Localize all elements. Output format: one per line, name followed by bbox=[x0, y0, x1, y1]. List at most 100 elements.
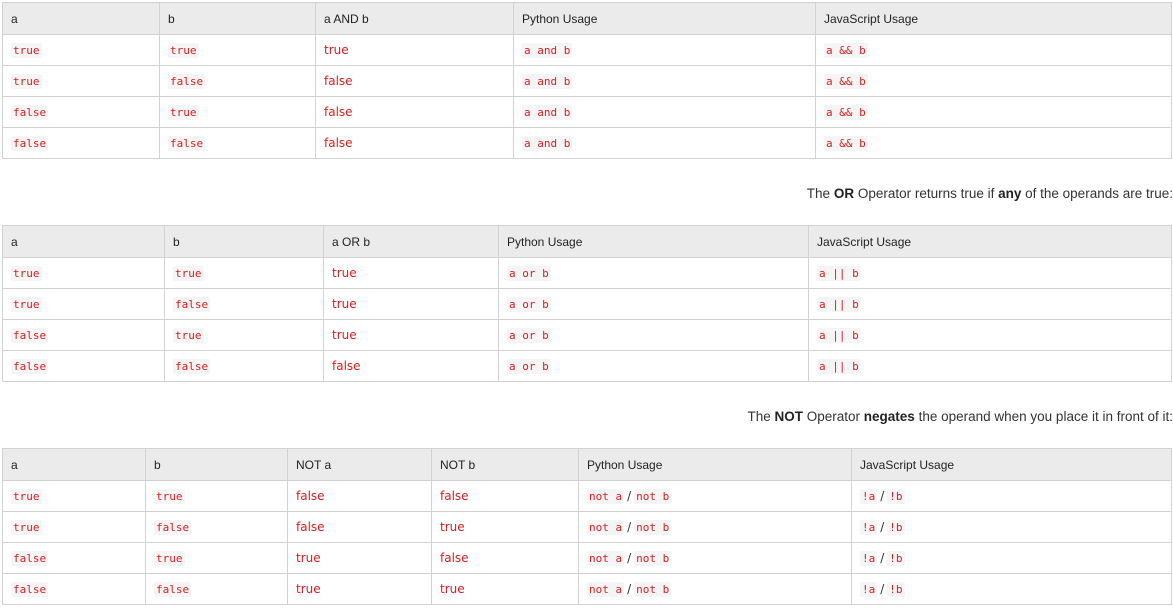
python-usage-a: not a bbox=[587, 520, 625, 535]
separator: / bbox=[880, 489, 885, 503]
column-header: JavaScript Usage bbox=[808, 225, 1172, 258]
table-header-row: a b a OR b Python Usage JavaScript Usage bbox=[2, 225, 1172, 258]
table-row: false true false a and b a && b bbox=[2, 96, 1172, 128]
value-b: true bbox=[173, 328, 204, 343]
not-b-value: false bbox=[440, 551, 469, 565]
javascript-usage: a || b bbox=[817, 328, 861, 343]
python-usage-b: not b bbox=[634, 582, 672, 597]
table-row: true true true a or b a || b bbox=[2, 257, 1172, 289]
result-value: true bbox=[324, 43, 349, 57]
javascript-usage: a && b bbox=[824, 43, 868, 58]
python-usage: a or b bbox=[507, 328, 551, 343]
or-truth-table: a b a OR b Python Usage JavaScript Usage… bbox=[2, 225, 1172, 382]
python-usage: a or b bbox=[507, 297, 551, 312]
value-a: false bbox=[11, 359, 49, 374]
separator: / bbox=[880, 520, 885, 534]
value-a: true bbox=[11, 43, 42, 58]
javascript-usage-a: !a bbox=[860, 551, 878, 566]
column-header: Python Usage bbox=[513, 2, 816, 35]
emphasis-text: negates bbox=[863, 409, 915, 424]
javascript-usage-a: !a bbox=[860, 582, 878, 597]
column-header: Python Usage bbox=[578, 448, 852, 481]
table-row: true false false a and b a && b bbox=[2, 65, 1172, 97]
result-value: false bbox=[324, 136, 353, 150]
table-row: false false false a or b a || b bbox=[2, 350, 1172, 382]
python-usage-b: not b bbox=[634, 520, 672, 535]
result-value: false bbox=[324, 74, 353, 88]
python-usage: a and b bbox=[522, 74, 573, 89]
column-header: b bbox=[164, 225, 324, 258]
python-usage-b: not b bbox=[634, 489, 672, 504]
value-b: true bbox=[173, 266, 204, 281]
column-header: Python Usage bbox=[498, 225, 809, 258]
separator: / bbox=[627, 551, 632, 565]
value-b: false bbox=[168, 74, 206, 89]
javascript-usage-b: !b bbox=[887, 551, 905, 566]
table-row: true false false true not a / not b !a / !b bbox=[2, 511, 1172, 543]
not-a-value: true bbox=[296, 582, 321, 596]
javascript-usage-b: !b bbox=[887, 489, 905, 504]
value-b: true bbox=[168, 43, 199, 58]
value-a: true bbox=[11, 520, 42, 535]
not-a-value: false bbox=[296, 489, 325, 503]
value-a: true bbox=[11, 489, 42, 504]
result-value: false bbox=[332, 359, 361, 373]
python-usage: a and b bbox=[522, 43, 573, 58]
javascript-usage: a || b bbox=[817, 359, 861, 374]
value-b: false bbox=[154, 520, 192, 535]
column-header: b bbox=[145, 448, 288, 481]
result-value: true bbox=[332, 328, 357, 342]
value-b: true bbox=[154, 551, 185, 566]
python-usage: a and b bbox=[522, 136, 573, 151]
value-a: false bbox=[11, 105, 49, 120]
separator: / bbox=[627, 520, 632, 534]
python-usage: a or b bbox=[507, 266, 551, 281]
not-b-value: true bbox=[440, 582, 465, 596]
table-header-row: a b a AND b Python Usage JavaScript Usag… bbox=[2, 2, 1172, 35]
column-header: a bbox=[2, 225, 165, 258]
and-truth-table: a b a AND b Python Usage JavaScript Usag… bbox=[2, 2, 1172, 159]
not-b-value: false bbox=[440, 489, 469, 503]
operator-name: OR bbox=[833, 186, 855, 201]
table-row: false true true a or b a || b bbox=[2, 319, 1172, 351]
not-b-value: true bbox=[440, 520, 465, 534]
table-row: false false true true not a / not b !a / !b bbox=[2, 573, 1172, 605]
python-usage-a: not a bbox=[587, 551, 625, 566]
javascript-usage: a || b bbox=[817, 266, 861, 281]
column-header: JavaScript Usage bbox=[815, 2, 1172, 35]
value-a: false bbox=[11, 328, 49, 343]
value-b: false bbox=[154, 582, 192, 597]
python-usage-a: not a bbox=[587, 489, 625, 504]
javascript-usage: a && b bbox=[824, 105, 868, 120]
value-b: true bbox=[154, 489, 185, 504]
javascript-usage-a: !a bbox=[860, 489, 878, 504]
value-a: true bbox=[11, 266, 42, 281]
column-header: a OR b bbox=[323, 225, 499, 258]
value-b: true bbox=[168, 105, 199, 120]
not-a-value: true bbox=[296, 551, 321, 565]
python-usage-b: not b bbox=[634, 551, 672, 566]
result-value: false bbox=[324, 105, 353, 119]
value-a: false bbox=[11, 582, 49, 597]
column-header: b bbox=[159, 2, 316, 35]
javascript-usage-b: !b bbox=[887, 520, 905, 535]
javascript-usage: a && b bbox=[824, 74, 868, 89]
column-header: a bbox=[2, 2, 160, 35]
separator: / bbox=[627, 489, 632, 503]
value-b: false bbox=[173, 297, 211, 312]
value-a: true bbox=[11, 297, 42, 312]
value-b: false bbox=[168, 136, 206, 151]
column-header: a AND b bbox=[315, 2, 514, 35]
operator-name: NOT bbox=[774, 409, 804, 424]
or-operator-description: The OR Operator returns true if any of t… bbox=[806, 186, 1173, 201]
value-a: true bbox=[11, 74, 42, 89]
value-b: false bbox=[173, 359, 211, 374]
not-a-value: false bbox=[296, 520, 325, 534]
column-header: NOT b bbox=[431, 448, 579, 481]
result-value: true bbox=[332, 266, 357, 280]
table-row: true true false false not a / not b !a / !b bbox=[2, 480, 1172, 512]
separator: / bbox=[880, 582, 885, 596]
table-row: true true true a and b a && b bbox=[2, 34, 1172, 66]
javascript-usage: a || b bbox=[817, 297, 861, 312]
not-truth-table: a b NOT a NOT b Python Usage JavaScript … bbox=[2, 448, 1172, 605]
